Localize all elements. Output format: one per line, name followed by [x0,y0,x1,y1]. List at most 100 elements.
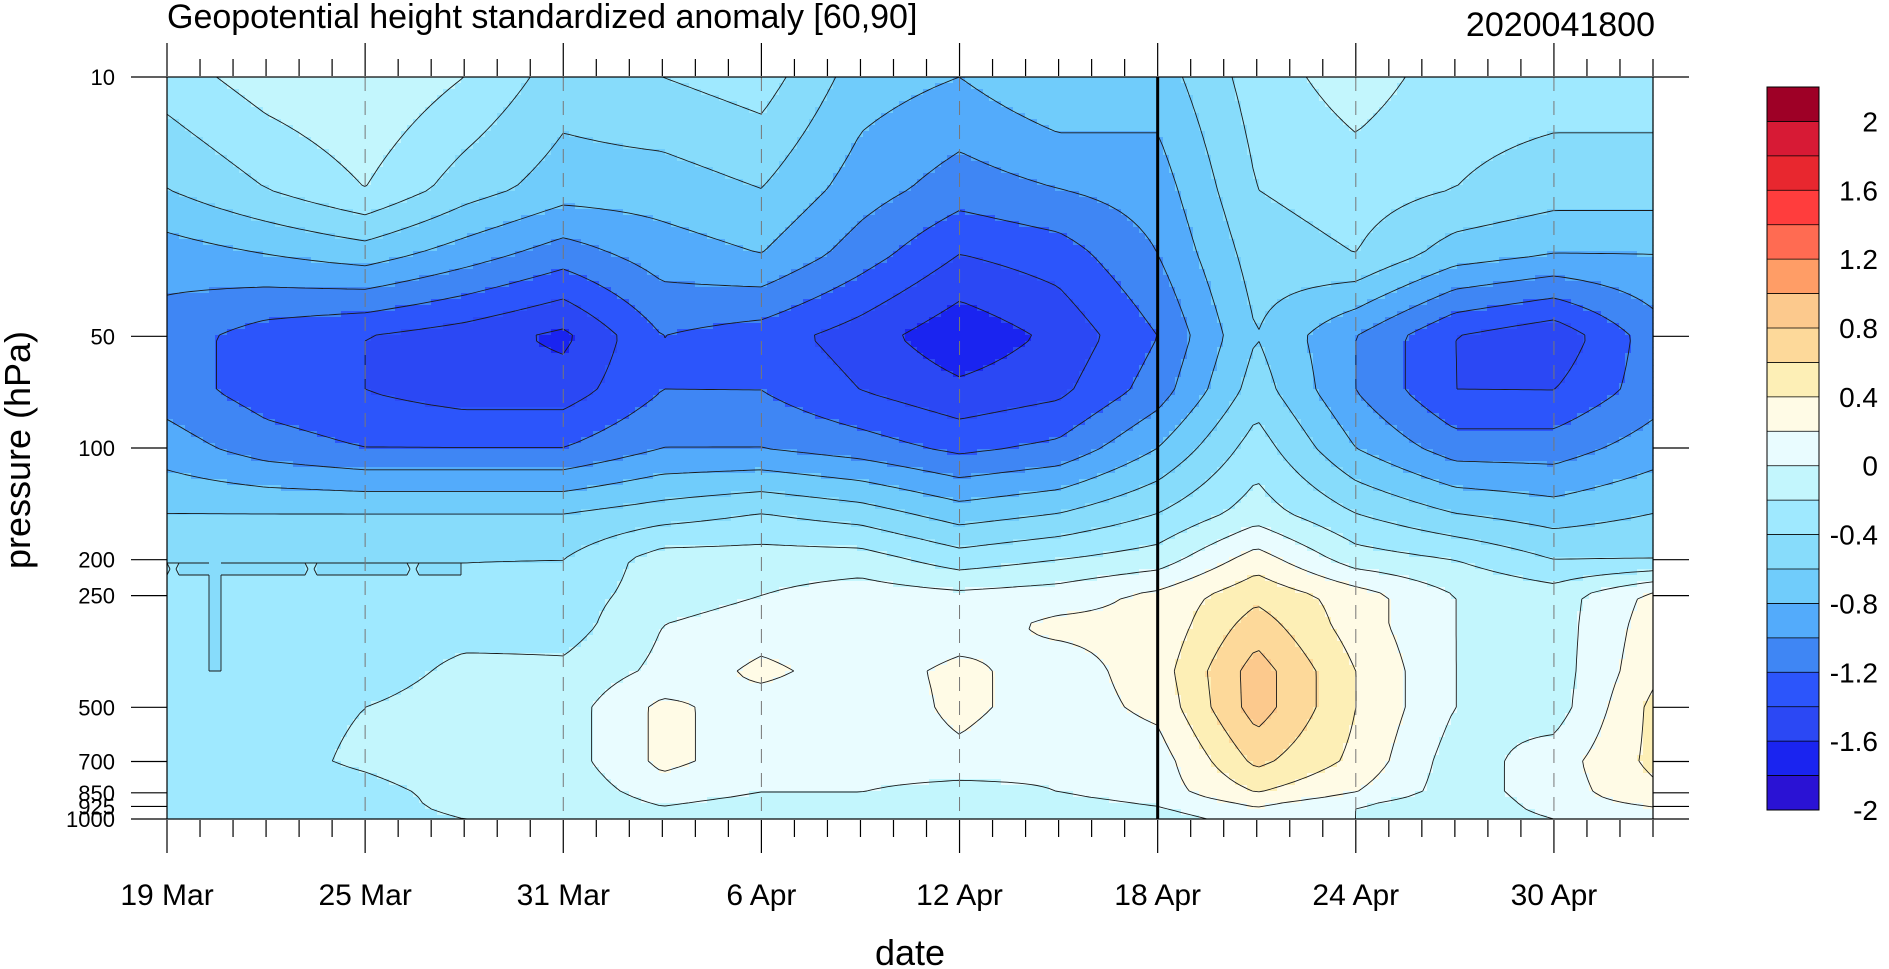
contour-cell [935,77,942,84]
contour-cell [353,77,360,84]
contour-cell [425,77,432,84]
contour-cell [383,77,390,84]
contour-cell [1553,95,1560,102]
contour-cell [1637,77,1644,84]
contour-cell [431,77,438,84]
contour-cell [461,83,468,90]
contour-cell [1469,83,1476,90]
contour-cell [971,95,978,102]
contour-cell [1295,89,1302,96]
contour-cell [179,101,186,108]
contour-cell [1607,77,1614,84]
contour-cell [1139,89,1146,96]
contour-cell [1469,89,1476,96]
contour-cell [827,95,834,102]
contour-cell [1223,95,1230,102]
contour-cell [173,83,180,90]
contour-cell [1103,83,1110,90]
contour-cell [1103,89,1110,96]
contour-cell [317,83,324,90]
contour-cell [1067,89,1074,96]
contour-cell [1565,89,1572,96]
contour-cell [1145,95,1152,102]
contour-cell [191,83,198,90]
contour-cell [1403,95,1410,102]
contour-cell [611,77,618,84]
contour-cell [1571,89,1578,96]
contour-cell [959,95,966,102]
contour-cell [335,83,342,90]
contour-cell [425,95,432,102]
contour-cell [1289,95,1296,102]
contour-cell [1421,77,1428,84]
contour-cell [263,89,270,96]
contour-cell [245,77,252,84]
contour-cell [401,77,408,84]
contour-cell [803,83,810,90]
contour-cell [881,89,888,96]
contour-cell [1625,95,1632,102]
contour-cell [1079,89,1086,96]
contour-cell [749,95,756,102]
contour-cell [197,95,204,102]
contour-cell [1571,95,1578,102]
contour-cell [1001,83,1008,90]
contour-cell [353,89,360,96]
contour-cell [1367,77,1374,84]
contour-cell [989,89,996,96]
contour-cell [641,95,648,102]
contour-cell [359,95,366,102]
contour-cell [1043,83,1050,90]
contour-cell [185,83,192,90]
contour-cell [323,89,330,96]
contour-cell [575,95,582,102]
contour-cell [1403,83,1410,90]
contour-cell [185,101,192,108]
contour-cell [317,77,324,84]
contour-cell [1163,83,1170,90]
contour-cell [623,83,630,90]
contour-cell [713,89,720,96]
contour-cell [1379,77,1386,84]
contour-cell [443,89,450,96]
contour-cell [809,95,816,102]
contour-cell [1481,83,1488,90]
contour-cell [785,95,792,102]
contour-cell [1391,77,1398,84]
contour-cell [1433,77,1440,84]
contour-cell [557,83,564,90]
contour-cell [1535,89,1542,96]
contour-cell [881,95,888,102]
contour-cell [1619,89,1626,96]
contour-cell [797,77,804,84]
contour-cell [923,95,930,102]
contour-cell [1229,95,1236,102]
contour-cell [497,89,504,96]
contour-cell [1427,83,1434,90]
contour-cell [455,89,462,96]
contour-cell [1169,77,1176,84]
contour-cell [845,77,852,84]
contour-cell [689,95,696,102]
contour-cell [965,77,972,84]
contour-cell [1631,95,1638,102]
contour-cell [1451,83,1458,90]
contour-cell [503,95,510,102]
contour-cell [1241,95,1248,102]
contour-cell [1109,95,1116,102]
contour-cell [971,89,978,96]
contour-cell [467,77,474,84]
contour-cell [1307,95,1314,102]
contour-cell [1379,89,1386,96]
contour-cell [821,83,828,90]
contour-cell [803,89,810,96]
contour-cell [1337,89,1344,96]
contour-cell [335,95,342,102]
contour-cell [1289,89,1296,96]
contour-cell [1541,89,1548,96]
contour-cell [1427,77,1434,84]
contour-cell [1589,95,1596,102]
contour-cell [863,95,870,102]
contour-cell [551,95,558,102]
contour-cell [251,83,258,90]
